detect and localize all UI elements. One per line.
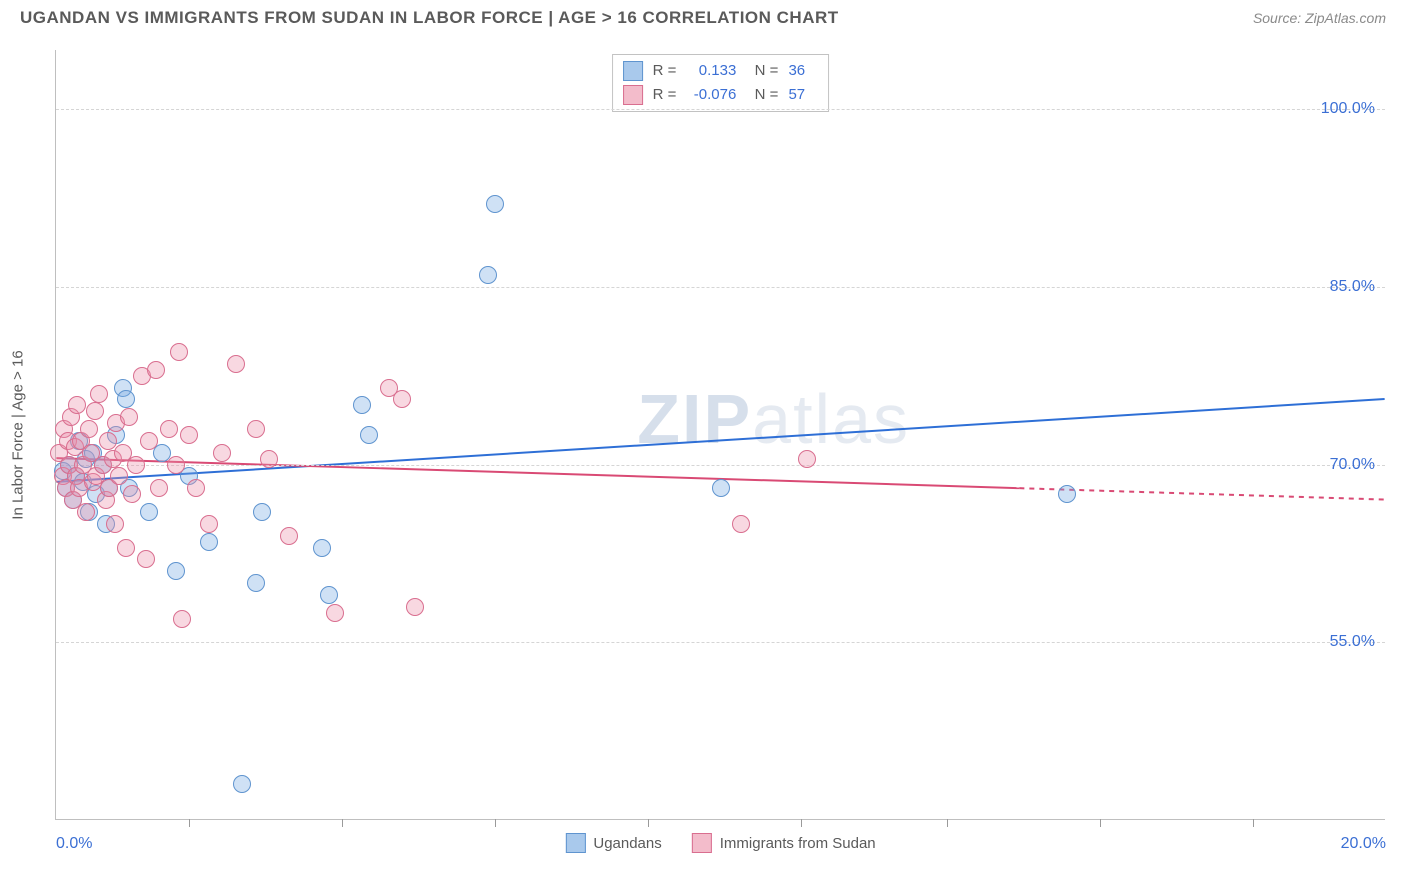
series-legend: Ugandans Immigrants from Sudan — [565, 833, 875, 853]
swatch-series-1 — [692, 833, 712, 853]
n-label: N = — [746, 59, 778, 83]
source-label: Source: ZipAtlas.com — [1253, 10, 1386, 26]
data-point — [110, 467, 128, 485]
data-point — [1058, 485, 1076, 503]
data-point — [173, 610, 191, 628]
data-point — [140, 432, 158, 450]
data-point — [253, 503, 271, 521]
legend-label-1: Immigrants from Sudan — [720, 835, 876, 852]
xtick — [648, 819, 649, 827]
data-point — [360, 426, 378, 444]
xtick — [1253, 819, 1254, 827]
data-point — [117, 539, 135, 557]
data-point — [260, 450, 278, 468]
data-point — [170, 343, 188, 361]
gridline — [56, 465, 1385, 466]
data-point — [313, 539, 331, 557]
xtick — [342, 819, 343, 827]
y-axis-label: In Labor Force | Age > 16 — [10, 350, 27, 519]
data-point — [406, 598, 424, 616]
n-value-0: 36 — [788, 59, 818, 83]
xtick — [495, 819, 496, 827]
gridline — [56, 642, 1385, 643]
data-point — [123, 485, 141, 503]
data-point — [798, 450, 816, 468]
data-point — [90, 385, 108, 403]
n-value-1: 57 — [788, 83, 818, 107]
xtick-label: 0.0% — [56, 835, 92, 853]
r-value-1: -0.076 — [686, 83, 736, 107]
data-point — [187, 479, 205, 497]
data-point — [120, 408, 138, 426]
data-point — [117, 390, 135, 408]
data-point — [213, 444, 231, 462]
legend-label-0: Ugandans — [593, 835, 661, 852]
chart-title: UGANDAN VS IMMIGRANTS FROM SUDAN IN LABO… — [20, 8, 839, 28]
data-point — [106, 515, 124, 533]
ytick-label: 85.0% — [1330, 278, 1375, 296]
data-point — [167, 456, 185, 474]
legend-row-series-0: R = 0.133 N = 36 — [623, 59, 819, 83]
trendline — [56, 399, 1384, 482]
gridline — [56, 109, 1385, 110]
xtick — [801, 819, 802, 827]
data-point — [80, 420, 98, 438]
xtick — [947, 819, 948, 827]
n-label: N = — [746, 83, 778, 107]
r-value-0: 0.133 — [686, 59, 736, 83]
r-label: R = — [653, 83, 677, 107]
data-point — [732, 515, 750, 533]
r-label: R = — [653, 59, 677, 83]
data-point — [127, 456, 145, 474]
plot-area: In Labor Force | Age > 16 ZIPatlas R = 0… — [55, 50, 1385, 820]
ytick-label: 55.0% — [1330, 633, 1375, 651]
data-point — [137, 550, 155, 568]
data-point — [77, 503, 95, 521]
legend-row-series-1: R = -0.076 N = 57 — [623, 83, 819, 107]
data-point — [326, 604, 344, 622]
swatch-series-0 — [623, 61, 643, 81]
swatch-series-1 — [623, 85, 643, 105]
xtick-label: 20.0% — [1341, 835, 1386, 853]
xtick — [189, 819, 190, 827]
correlation-legend: R = 0.133 N = 36 R = -0.076 N = 57 — [612, 54, 830, 112]
gridline — [56, 287, 1385, 288]
data-point — [320, 586, 338, 604]
data-point — [353, 396, 371, 414]
data-point — [200, 515, 218, 533]
data-point — [247, 420, 265, 438]
data-point — [393, 390, 411, 408]
data-point — [147, 361, 165, 379]
xtick — [1100, 819, 1101, 827]
ytick-label: 70.0% — [1330, 456, 1375, 474]
data-point — [150, 479, 168, 497]
data-point — [68, 396, 86, 414]
data-point — [86, 402, 104, 420]
data-point — [233, 775, 251, 793]
swatch-series-0 — [565, 833, 585, 853]
data-point — [160, 420, 178, 438]
data-point — [140, 503, 158, 521]
data-point — [712, 479, 730, 497]
watermark: ZIPatlas — [637, 379, 910, 459]
legend-item-1: Immigrants from Sudan — [692, 833, 876, 853]
data-point — [200, 533, 218, 551]
data-point — [247, 574, 265, 592]
ytick-label: 100.0% — [1321, 100, 1375, 118]
data-point — [167, 562, 185, 580]
data-point — [227, 355, 245, 373]
legend-item-0: Ugandans — [565, 833, 661, 853]
data-point — [180, 426, 198, 444]
data-point — [479, 266, 497, 284]
data-point — [486, 195, 504, 213]
data-point — [280, 527, 298, 545]
